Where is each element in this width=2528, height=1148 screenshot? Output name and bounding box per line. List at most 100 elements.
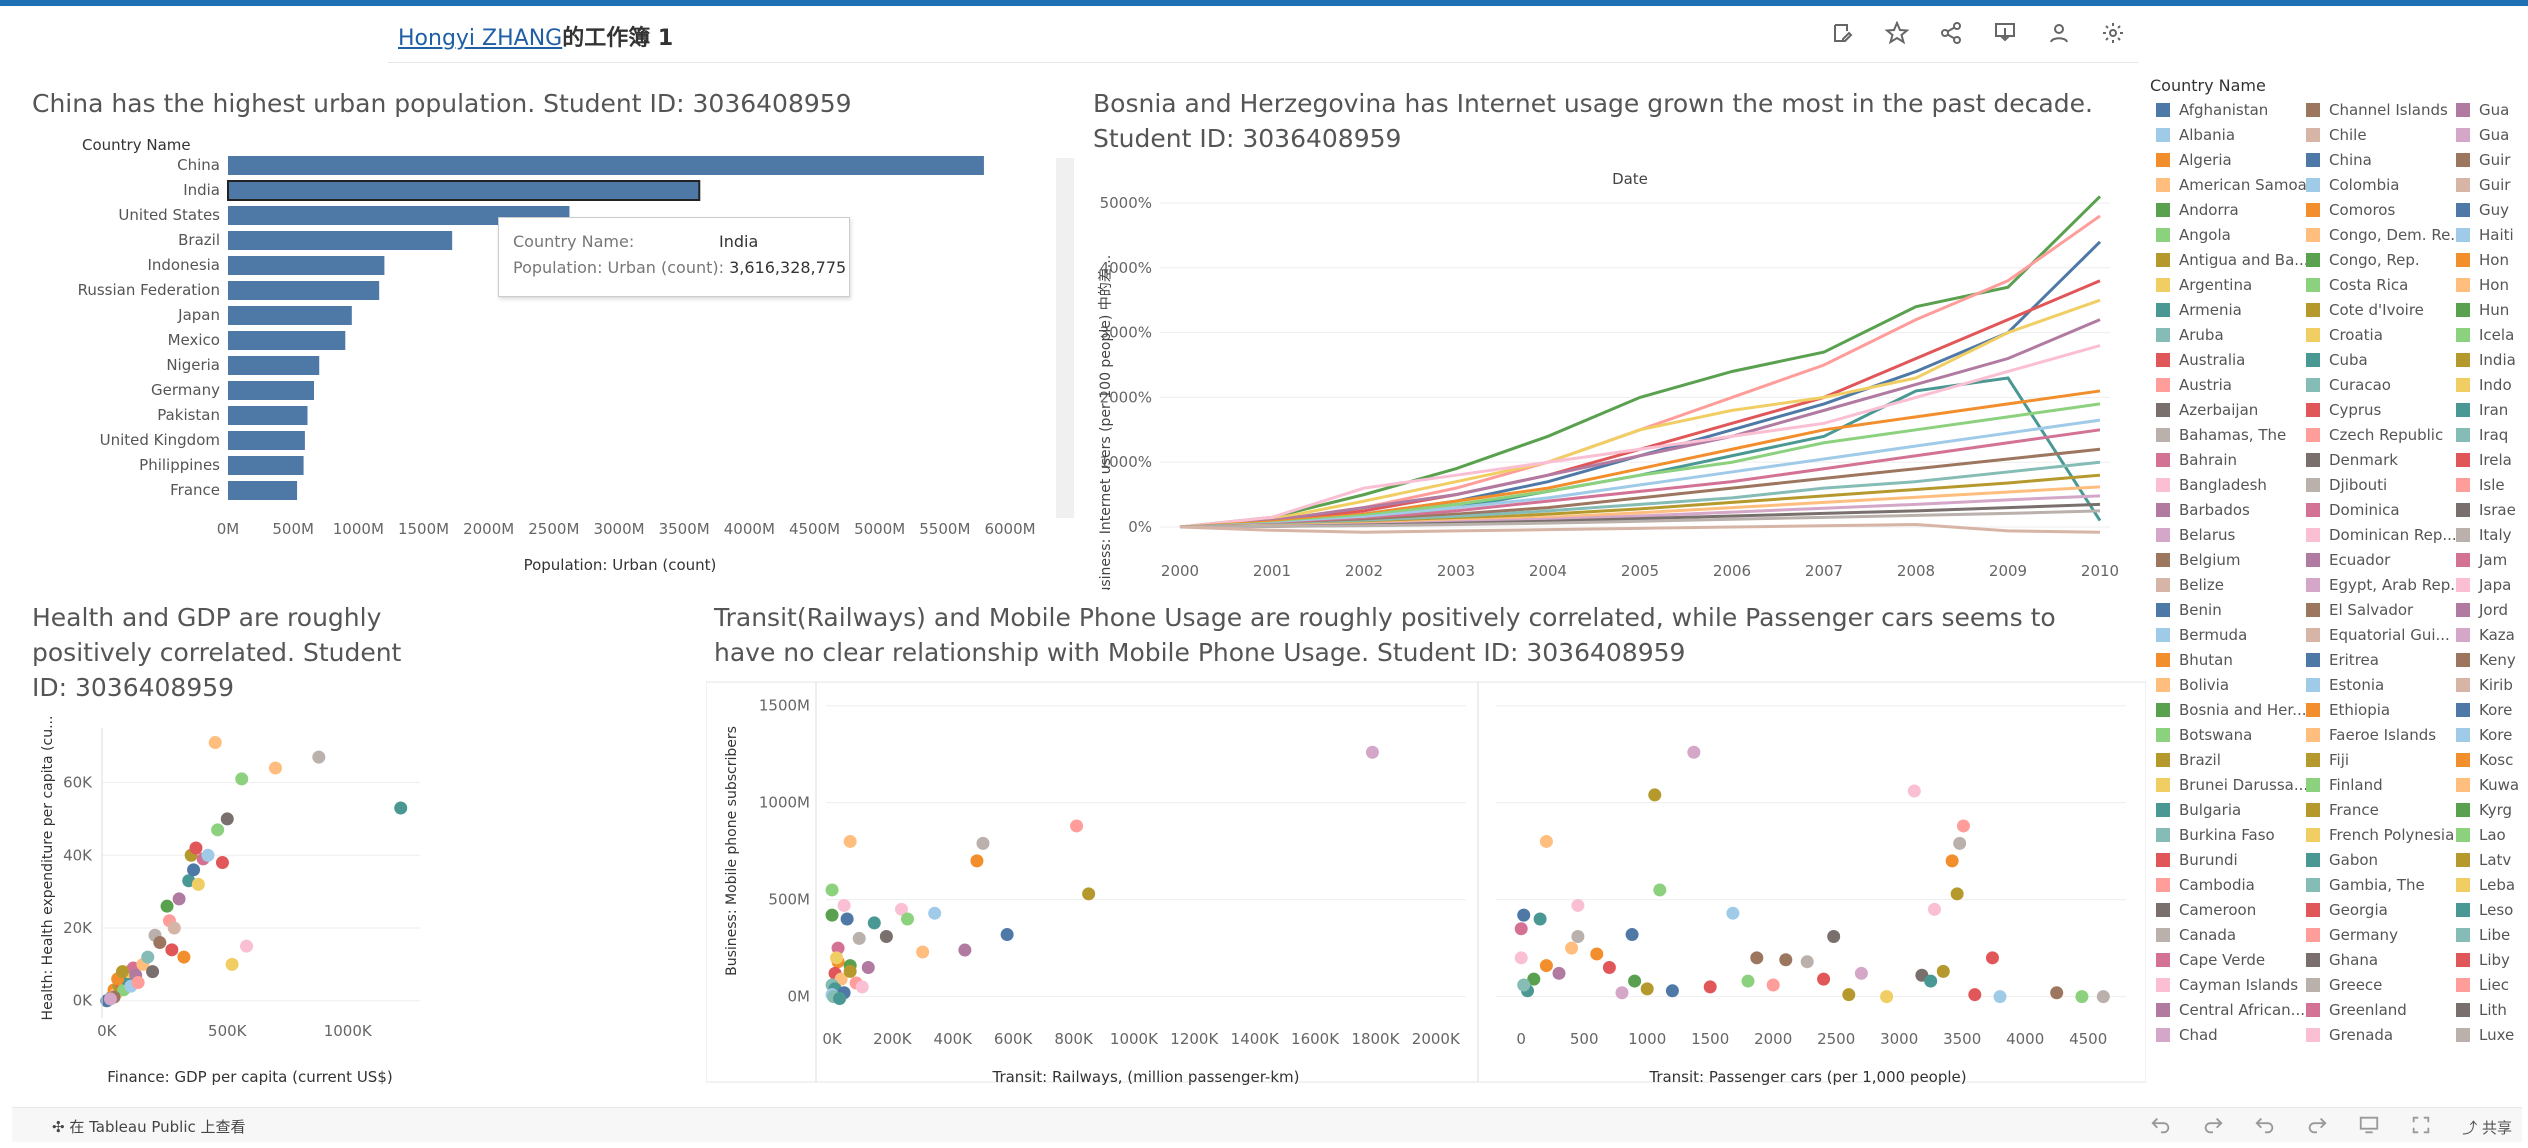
legend-item[interactable]: Belize [2156, 576, 2224, 594]
legend-item[interactable]: Dominica [2306, 501, 2400, 519]
legend-item[interactable]: Icela [2456, 326, 2514, 344]
legend-item[interactable]: Antigua and Ba... [2156, 251, 2309, 269]
legend-item[interactable]: Germany [2306, 926, 2398, 944]
edit-icon[interactable] [1828, 18, 1858, 48]
legend-item[interactable]: Chile [2306, 126, 2367, 144]
legend-item[interactable]: Italy [2456, 526, 2512, 544]
legend-item[interactable]: Cote d'Ivoire [2306, 301, 2424, 319]
legend-item[interactable]: Aruba [2156, 326, 2224, 344]
legend-item[interactable]: Iraq [2456, 426, 2508, 444]
legend-item[interactable]: Japa [2456, 576, 2511, 594]
legend-item[interactable]: Bahrain [2156, 451, 2237, 469]
legend-item[interactable]: Brunei Darussa... [2156, 776, 2308, 794]
legend-item[interactable]: Irela [2456, 451, 2512, 469]
legend-item[interactable]: Kirib [2456, 676, 2513, 694]
legend-item[interactable]: French Polynesia [2306, 826, 2454, 844]
legend-item[interactable]: Faeroe Islands [2306, 726, 2436, 744]
legend-item[interactable]: Hon [2456, 251, 2509, 269]
legend-item[interactable]: Burkina Faso [2156, 826, 2275, 844]
fullscreen-icon[interactable] [2410, 1114, 2432, 1140]
legend-item[interactable]: Grenada [2306, 1026, 2393, 1044]
settings-icon[interactable] [2098, 18, 2128, 48]
legend-item[interactable]: Australia [2156, 351, 2245, 369]
revert-icon[interactable] [2254, 1114, 2276, 1140]
legend-item[interactable]: Cambodia [2156, 876, 2255, 894]
legend-item[interactable]: Argentina [2156, 276, 2252, 294]
legend-item[interactable]: Chad [2156, 1026, 2218, 1044]
legend-item[interactable]: Angola [2156, 226, 2231, 244]
legend-item[interactable]: Estonia [2306, 676, 2384, 694]
legend-item[interactable]: Burundi [2156, 851, 2238, 869]
urban-population-bar-chart[interactable]: Country Name China India United States Brazi… [30, 128, 1080, 578]
legend-item[interactable]: Costa Rica [2306, 276, 2408, 294]
legend-item[interactable]: Kore [2456, 701, 2512, 719]
legend-item[interactable]: Greenland [2306, 1001, 2407, 1019]
legend-item[interactable]: India [2456, 351, 2516, 369]
legend-item[interactable]: Luxe [2456, 1026, 2514, 1044]
legend-item[interactable]: Georgia [2306, 901, 2388, 919]
legend-item[interactable]: Liec [2456, 976, 2509, 994]
legend-item[interactable]: Bermuda [2156, 626, 2247, 644]
legend-item[interactable]: Israe [2456, 501, 2516, 519]
legend-item[interactable]: Czech Republic [2306, 426, 2443, 444]
legend-item[interactable]: Kaza [2456, 626, 2515, 644]
legend-item[interactable]: Denmark [2306, 451, 2398, 469]
legend-item[interactable]: Leba [2456, 876, 2515, 894]
legend-item[interactable]: Curacao [2306, 376, 2391, 394]
legend-item[interactable]: Cameroon [2156, 901, 2256, 919]
legend-item[interactable]: Jord [2456, 601, 2508, 619]
legend-item[interactable]: Kyrg [2456, 801, 2512, 819]
legend-item[interactable]: Albania [2156, 126, 2235, 144]
legend-item[interactable]: Leso [2456, 901, 2513, 919]
legend-item[interactable]: Colombia [2306, 176, 2400, 194]
legend-item[interactable]: Hon [2456, 276, 2509, 294]
legend-item[interactable]: Equatorial Gui... [2306, 626, 2450, 644]
share-icon[interactable] [1936, 18, 1966, 48]
legend-item[interactable]: Congo, Dem. Re... [2306, 226, 2465, 244]
legend-item[interactable]: Liby [2456, 951, 2510, 969]
legend-item[interactable]: Keny [2456, 651, 2516, 669]
legend-item[interactable]: Bangladesh [2156, 476, 2267, 494]
legend-item[interactable]: Croatia [2306, 326, 2383, 344]
legend-item[interactable]: Algeria [2156, 151, 2232, 169]
legend-item[interactable]: Bolivia [2156, 676, 2229, 694]
legend-item[interactable]: Jam [2456, 551, 2507, 569]
legend-item[interactable]: Libe [2456, 926, 2510, 944]
legend-item[interactable]: Ethiopia [2306, 701, 2390, 719]
legend-item[interactable]: Belarus [2156, 526, 2235, 544]
legend-item[interactable]: Cape Verde [2156, 951, 2265, 969]
legend-item[interactable]: Ghana [2306, 951, 2378, 969]
legend-item[interactable]: Botswana [2156, 726, 2252, 744]
legend-item[interactable]: Egypt, Arab Rep. [2306, 576, 2455, 594]
legend-item[interactable]: Bahamas, The [2156, 426, 2286, 444]
legend-item[interactable]: Gabon [2306, 851, 2378, 869]
legend-item[interactable]: Lao [2456, 826, 2506, 844]
legend-item[interactable]: Belgium [2156, 551, 2241, 569]
legend-item[interactable]: Congo, Rep. [2306, 251, 2420, 269]
legend-item[interactable]: Hun [2456, 301, 2509, 319]
legend-item[interactable]: Kore [2456, 726, 2512, 744]
legend-item[interactable]: Latv [2456, 851, 2511, 869]
legend-item[interactable]: Cyprus [2306, 401, 2381, 419]
legend-item[interactable]: Kosc [2456, 751, 2513, 769]
legend-item[interactable]: Cuba [2306, 351, 2368, 369]
legend-item[interactable]: Austria [2156, 376, 2232, 394]
legend-item[interactable]: Brazil [2156, 751, 2221, 769]
legend-item[interactable]: Greece [2306, 976, 2382, 994]
legend-item[interactable]: Channel Islands [2306, 101, 2448, 119]
star-icon[interactable] [1882, 18, 1912, 48]
legend-item[interactable]: China [2306, 151, 2372, 169]
legend-item[interactable]: Armenia [2156, 301, 2242, 319]
redo-icon[interactable] [2202, 1114, 2224, 1140]
legend-item[interactable]: Bulgaria [2156, 801, 2241, 819]
legend-item[interactable]: Comoros [2306, 201, 2395, 219]
legend-item[interactable]: Bhutan [2156, 651, 2233, 669]
legend-item[interactable]: Bosnia and Her... [2156, 701, 2307, 719]
internet-usage-line-chart[interactable]: Date 0% 1000% 2000% 3000% 4000% 5000% 2000 2001 2… [1090, 160, 2140, 590]
legend-item[interactable]: France [2306, 801, 2379, 819]
legend-item[interactable]: El Salvador [2306, 601, 2413, 619]
legend-item[interactable]: Lith [2456, 1001, 2507, 1019]
legend-item[interactable]: Gua [2456, 126, 2509, 144]
legend-item[interactable]: Barbados [2156, 501, 2250, 519]
legend-item[interactable]: Guir [2456, 151, 2510, 169]
